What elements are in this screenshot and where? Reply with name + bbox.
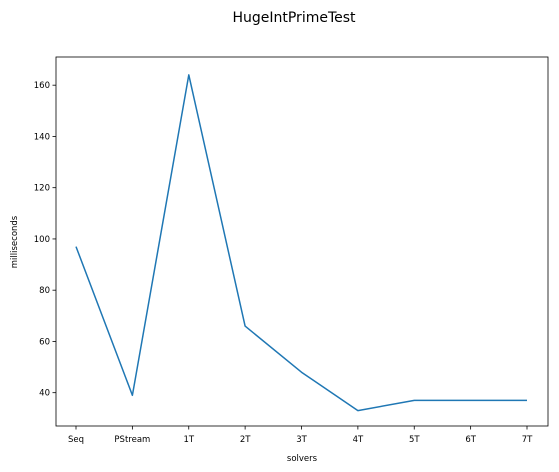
y-axis-label: milliseconds xyxy=(10,215,20,268)
y-tick-label: 80 xyxy=(39,286,50,296)
x-tick-label: 3T xyxy=(296,435,307,445)
x-axis-label: solvers xyxy=(287,454,318,464)
x-tick-label: 6T xyxy=(465,435,476,445)
y-tick-label: 60 xyxy=(39,337,50,347)
series-line xyxy=(75,74,527,412)
y-tick-label: 100 xyxy=(34,235,50,245)
plot-area xyxy=(55,56,549,427)
y-tick-label: 140 xyxy=(34,132,50,142)
x-tick-label: 2T xyxy=(240,435,251,445)
x-tick-label: 1T xyxy=(183,435,194,445)
y-tick-label: 160 xyxy=(34,81,50,91)
y-tick-label: 120 xyxy=(34,184,50,194)
x-axis: Seq PStream 1T 2T 3T 4T 5T 6T 7T xyxy=(68,426,533,445)
x-tick-label: PStream xyxy=(114,435,150,445)
chart-title: HugeIntPrimeTest xyxy=(232,10,356,26)
x-tick-label: 5T xyxy=(409,435,420,445)
x-tick-label: 7T xyxy=(522,435,533,445)
y-axis: 40 60 80 100 120 140 160 xyxy=(34,81,56,399)
data-points xyxy=(76,75,527,411)
x-tick-label: 4T xyxy=(353,435,364,445)
y-tick-label: 40 xyxy=(39,389,50,399)
x-tick-label: Seq xyxy=(68,435,84,445)
